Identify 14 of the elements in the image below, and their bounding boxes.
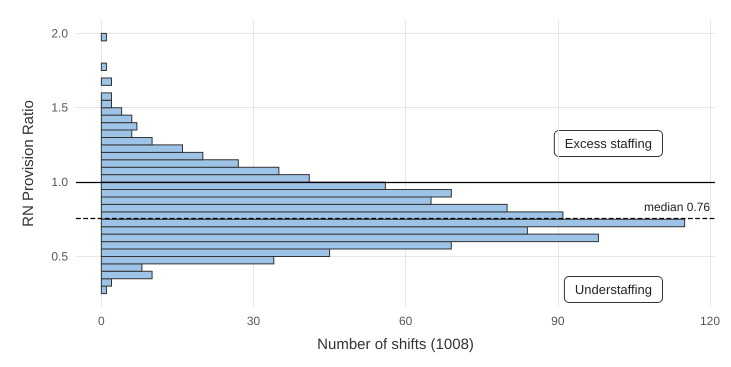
y-tick-label: 1.0 [51,175,68,190]
x-tick-label: 0 [98,314,106,328]
y-tick-label: 1.5 [51,100,68,115]
x-axis-title: Number of shifts (1008) [317,336,474,353]
annotation: Understaffing [574,282,652,297]
x-tick-label: 30 [246,314,261,328]
x-tick-label: 120 [700,314,720,328]
annotation: Excess staffing [564,136,652,151]
y-axis-title: RN Provision Ratio [20,100,37,227]
x-tick-label: 90 [551,314,565,328]
ref-line-label: median 0.76 [644,200,710,214]
x-tick-label: 60 [398,314,413,328]
y-tick-label: 0.5 [51,249,68,264]
y-tick-label: 2.0 [51,26,68,40]
